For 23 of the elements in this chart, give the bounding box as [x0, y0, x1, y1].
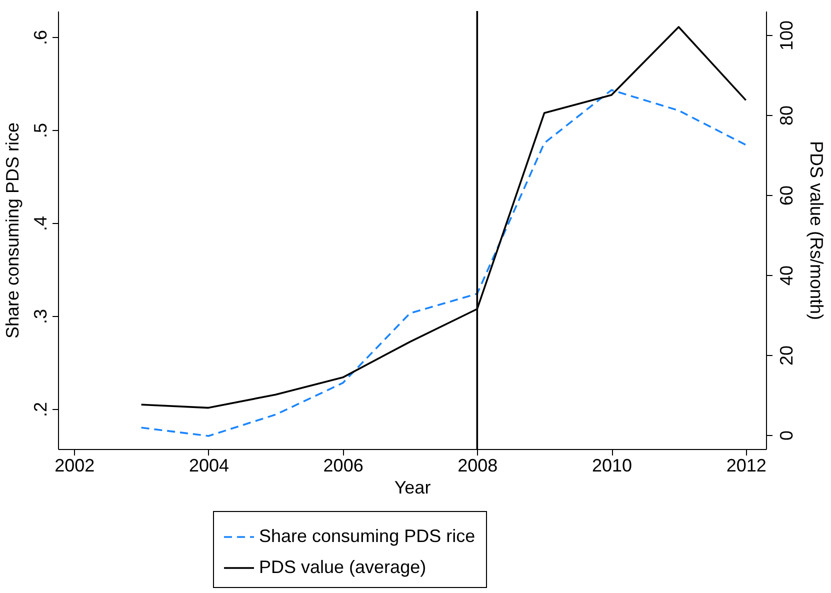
line-series	[140, 89, 747, 437]
x-tick-label: 2010	[592, 456, 632, 476]
y2-tick-label: 100	[776, 20, 796, 51]
y2-tick-label: 0	[776, 430, 796, 441]
y-tick-label: .3	[30, 309, 50, 324]
x-tick-label: 2006	[323, 456, 364, 476]
x-tick-label: 2008	[458, 456, 498, 476]
y-tick-label: .5	[30, 123, 50, 138]
y-tick-label: .6	[30, 30, 50, 46]
x-tick-label: 2002	[54, 456, 95, 476]
x-tick-label: 2004	[188, 456, 229, 476]
x-axis-title: Year	[394, 478, 431, 498]
y2-tick-label: 60	[776, 185, 796, 206]
y-tick-label: .2	[30, 402, 50, 418]
legend-label: Share consuming PDS rice	[259, 526, 476, 546]
y2-tick-label: 80	[776, 105, 796, 126]
y2-tick-label: 40	[776, 265, 796, 286]
x-tick-label: 2012	[726, 456, 766, 476]
y-axis-title: Share consuming PDS rice	[2, 122, 22, 339]
y2-axis-title: PDS value (Rs/month)	[806, 140, 826, 320]
legend-label: PDS value (average)	[259, 557, 426, 577]
y-tick-label: .4	[30, 216, 50, 232]
y2-tick-label: 20	[776, 345, 796, 366]
